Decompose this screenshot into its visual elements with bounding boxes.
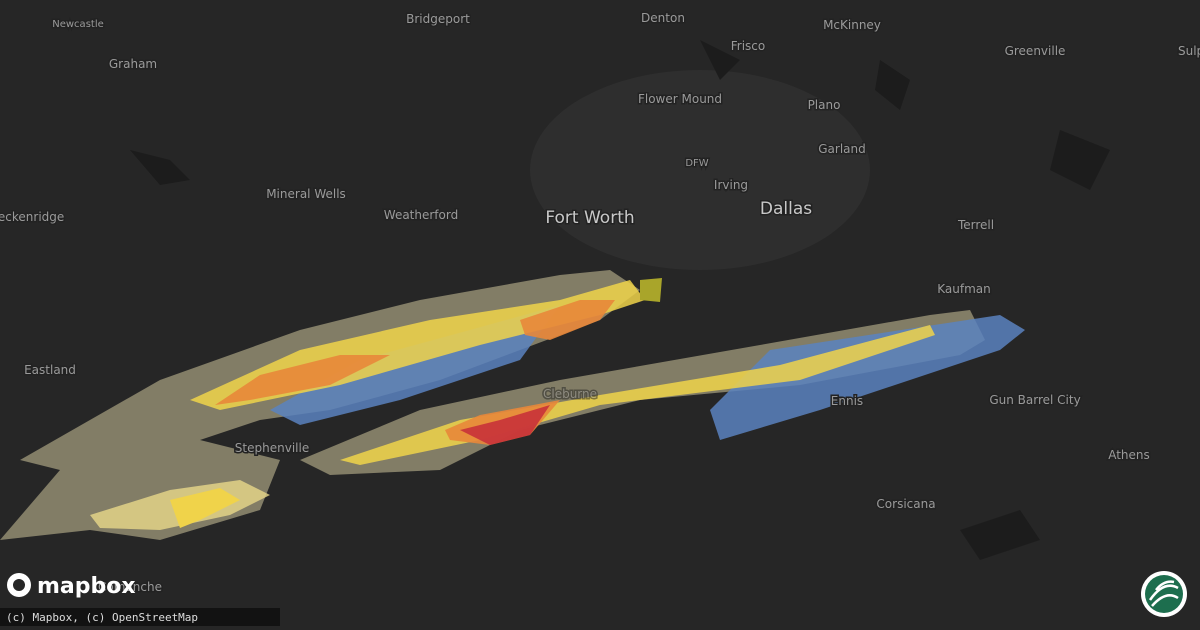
place-label: Irving (714, 178, 748, 192)
place-label: Flower Mound (638, 92, 722, 106)
place-label: Garland (818, 142, 866, 156)
place-label: Denton (641, 11, 685, 25)
place-label: Corsicana (876, 497, 935, 511)
place-label: Stephenville (235, 441, 309, 455)
place-label: Gun Barrel City (989, 393, 1080, 407)
urban-area (530, 70, 870, 270)
place-label: Graham (109, 57, 157, 71)
mapbox-logo: mapbox (7, 573, 136, 599)
place-label: Sulphur Springs (1178, 44, 1200, 58)
place-label: McKinney (823, 18, 881, 32)
place-label: Breckenridge (0, 210, 64, 224)
place-label: Ennis (831, 394, 863, 408)
storm-swaths (0, 270, 1025, 540)
place-label: DFW (685, 158, 708, 169)
place-label: Comanche (98, 580, 162, 594)
place-label: Fort Worth (545, 208, 634, 228)
place-label: Dallas (760, 199, 812, 219)
place-label: Weatherford (384, 208, 458, 222)
place-label: Mineral Wells (266, 187, 346, 201)
place-label: Kaufman (937, 282, 991, 296)
place-label: Newcastle (52, 19, 104, 30)
attribution: (c) Mapbox, (c) OpenStreetMap (6, 611, 198, 624)
logo-text: mapbox (37, 574, 136, 599)
brand-badge (1141, 571, 1187, 617)
place-label: Eastland (24, 363, 76, 377)
place-label: Athens (1108, 448, 1150, 462)
place-labels: Newcastle Graham Bridgeport Denton McKin… (0, 10, 1200, 596)
place-label: Plano (808, 98, 841, 112)
place-label: Cleburne (543, 387, 597, 401)
place-label: Frisco (731, 39, 766, 53)
place-label: Bridgeport (406, 12, 470, 26)
place-label: Greenville (1005, 44, 1066, 58)
place-label: Terrell (957, 218, 994, 232)
attribution-background (0, 608, 280, 626)
